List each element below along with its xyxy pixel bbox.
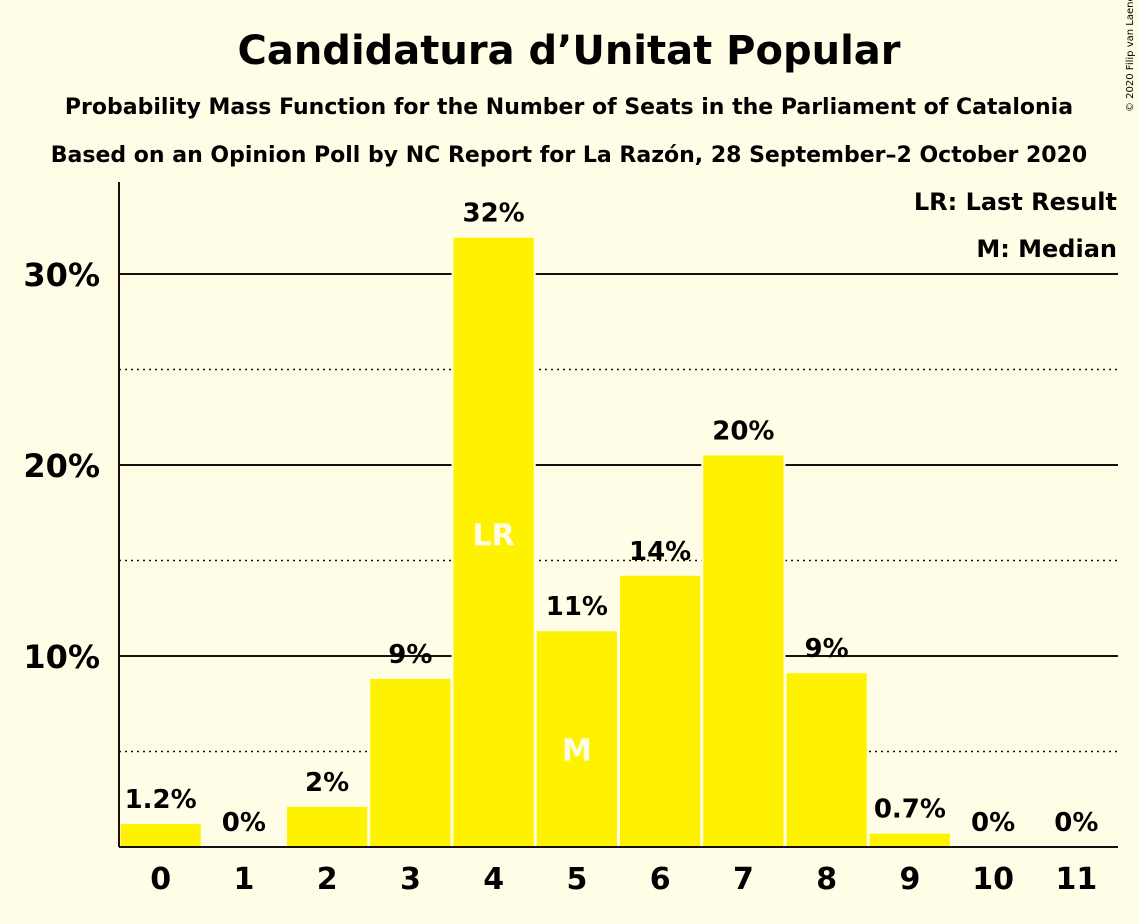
chart-subtitle-source: Based on an Opinion Poll by NC Report fo… xyxy=(51,143,1087,168)
data-label-5: 11% xyxy=(546,592,608,622)
data-label-3: 9% xyxy=(388,640,432,670)
data-label-8: 9% xyxy=(805,634,849,664)
data-labels: 1.2% 0 0% 1 2% 2 9% 3 32% 4 11% 5 14% 6 20% 7 9% 8 0.7% 9 0%… xyxy=(125,199,1099,897)
data-label-0: 1.2% xyxy=(125,785,197,815)
copyright-text: © 2020 Filip van Laenen xyxy=(1125,0,1136,112)
x-tick-label-9: 9 xyxy=(899,862,920,897)
data-label-4: 32% xyxy=(463,199,525,229)
legend-median: M: Median xyxy=(976,235,1117,263)
bar-7 xyxy=(703,455,784,847)
data-label-10: 0% xyxy=(971,808,1015,838)
data-label-2: 2% xyxy=(305,768,349,798)
data-label-1: 0% xyxy=(222,808,266,838)
x-tick-label-4: 4 xyxy=(483,862,504,897)
x-tick-label-2: 2 xyxy=(317,862,338,897)
bar-0 xyxy=(120,824,201,847)
bar-9 xyxy=(869,833,950,847)
bar-5 xyxy=(536,631,617,847)
bar-3 xyxy=(370,678,451,847)
y-tick-label: 10% xyxy=(23,638,100,676)
in-bar-label-m: M xyxy=(562,734,592,769)
x-tick-label-7: 7 xyxy=(733,862,754,897)
bar-4 xyxy=(453,237,534,847)
x-tick-label-3: 3 xyxy=(400,862,421,897)
bar-8 xyxy=(786,673,867,847)
y-tick-label: 30% xyxy=(23,256,100,294)
legend-last-result: LR: Last Result xyxy=(914,188,1117,216)
y-tick-label: 20% xyxy=(23,447,100,485)
x-tick-label-11: 11 xyxy=(1056,862,1098,897)
gridlines: 10% 20% 30% xyxy=(23,256,1118,753)
axes xyxy=(118,182,1118,848)
in-bar-label-lr: LR xyxy=(473,518,515,553)
x-tick-label-5: 5 xyxy=(566,862,587,897)
data-label-11: 0% xyxy=(1054,808,1098,838)
bars xyxy=(118,235,952,847)
data-label-6: 14% xyxy=(629,537,691,567)
chart-title: Candidatura d’Unitat Popular xyxy=(237,28,900,74)
bar-2 xyxy=(287,806,368,847)
data-label-9: 0.7% xyxy=(874,795,946,825)
x-tick-label-8: 8 xyxy=(816,862,837,897)
data-label-7: 20% xyxy=(712,416,774,446)
chart-subtitle: Probability Mass Function for the Number… xyxy=(65,95,1073,120)
x-tick-label-10: 10 xyxy=(972,862,1014,897)
x-tick-label-1: 1 xyxy=(233,862,254,897)
bar-6 xyxy=(620,575,701,847)
x-tick-label-6: 6 xyxy=(650,862,671,897)
x-tick-label-0: 0 xyxy=(150,862,171,897)
